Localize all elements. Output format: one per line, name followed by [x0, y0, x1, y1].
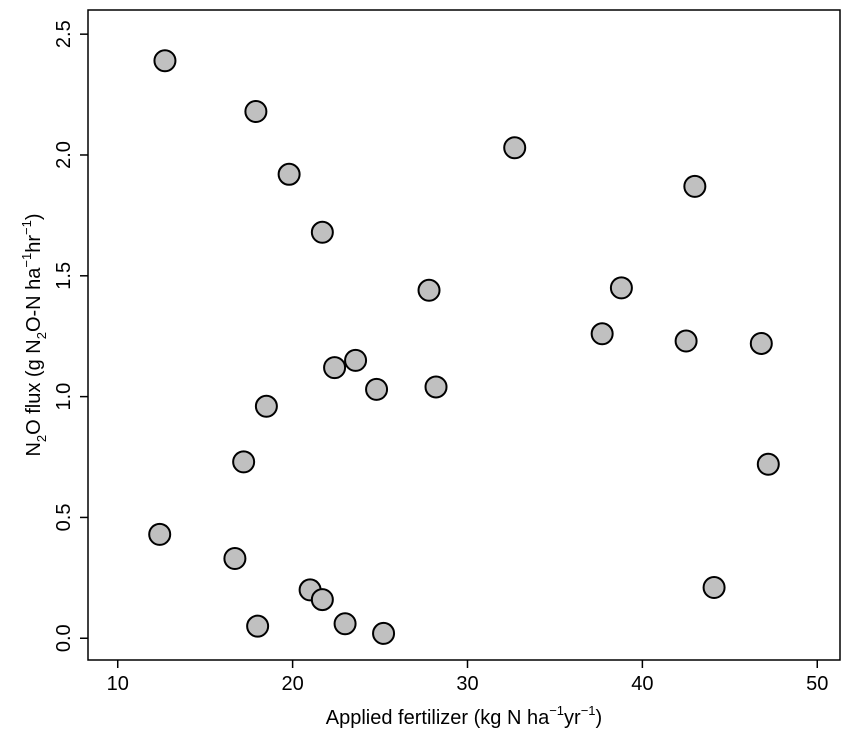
data-point [590, 322, 614, 346]
y-tick-label: 1.5 [53, 262, 75, 290]
data-point [683, 174, 707, 198]
y-tick-label: 0.0 [53, 624, 75, 652]
data-point [702, 576, 726, 600]
x-tick-label: 40 [631, 673, 653, 695]
y-axis: 0.0 0.5 1.0 1.5 2.0 2.5 [53, 20, 88, 652]
data-point [344, 348, 368, 372]
data-point [254, 394, 278, 418]
data-point [417, 278, 441, 302]
data-point [365, 377, 389, 401]
data-point [310, 588, 334, 612]
x-tick-label: 30 [456, 673, 478, 695]
data-point [674, 329, 698, 353]
data-point [609, 276, 633, 300]
data-point [223, 547, 247, 571]
data-point [310, 220, 334, 244]
y-axis-title: N2O flux (g N2O-N ha−1hr−1) [19, 213, 49, 456]
data-point [323, 356, 347, 380]
x-tick-label: 10 [107, 673, 129, 695]
data-point [246, 614, 270, 638]
data-point [756, 452, 780, 476]
x-tick-label: 20 [281, 673, 303, 695]
x-axis-title: Applied fertilizer (kg N ha−1yr−1) [326, 703, 602, 729]
y-tick-label: 0.5 [53, 504, 75, 532]
data-point [153, 49, 177, 73]
data-point [424, 375, 448, 399]
data-point [244, 99, 268, 123]
data-point [503, 136, 527, 160]
x-axis: 10 20 30 40 50 [107, 660, 828, 695]
data-point [749, 331, 773, 355]
data-points [148, 49, 780, 645]
plot-frame [87, 9, 841, 661]
data-point [333, 612, 357, 636]
y-tick-label: 2.0 [53, 141, 75, 169]
data-point [372, 621, 396, 645]
data-point [232, 450, 256, 474]
data-point [277, 162, 301, 186]
x-tick-label: 50 [806, 673, 828, 695]
y-tick-label: 2.5 [53, 20, 75, 48]
data-point [148, 522, 172, 546]
y-tick-label: 1.0 [53, 383, 75, 411]
